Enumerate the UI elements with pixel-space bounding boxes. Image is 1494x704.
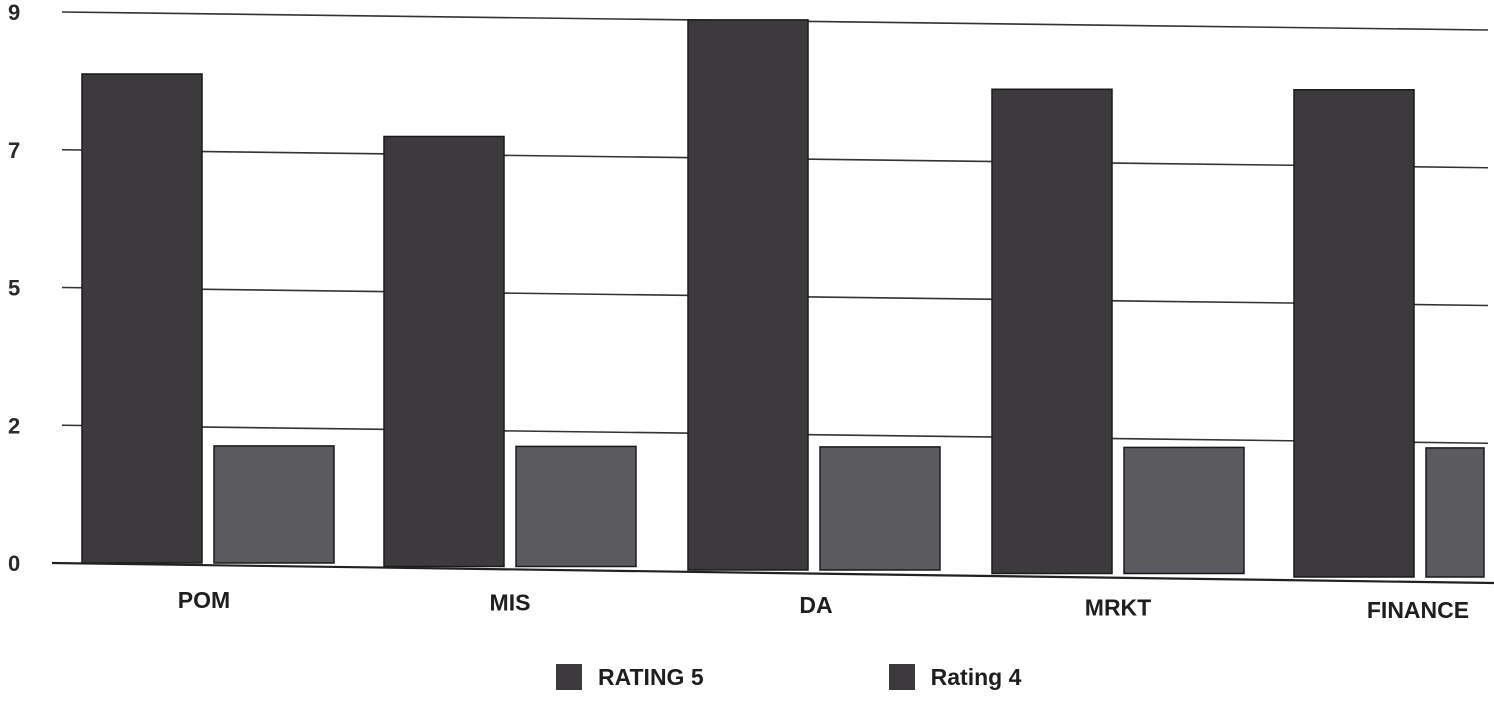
x-axis-line — [51, 561, 1494, 585]
bar-rating-4-da — [819, 446, 941, 571]
y-tick-label-9: 9 — [8, 0, 20, 25]
bar-rating-5-da — [687, 19, 809, 571]
legend-label-rating-5: RATING 5 — [598, 663, 704, 690]
y-tick-label-5: 5 — [8, 276, 20, 301]
category-label-mrkt: MRKT — [1085, 595, 1151, 621]
bar-rating-4-mrkt — [1123, 446, 1245, 575]
category-label-da: DA — [799, 592, 832, 618]
bar-rating-5-mis — [383, 135, 505, 568]
legend-swatch-rating-4 — [888, 664, 915, 690]
legend-item-rating-4: Rating 4 — [888, 663, 1022, 691]
x-axis — [51, 561, 1494, 585]
bar-rating-4-mis — [515, 445, 637, 568]
category-label-mis: MIS — [490, 590, 531, 616]
category-labels: POM MIS DA MRKT FINANCE — [178, 587, 1469, 623]
y-tick-label-2: 2 — [8, 413, 20, 438]
y-tick-label-7: 7 — [8, 138, 20, 163]
bar-rating-5-mrkt — [991, 88, 1113, 575]
bar-rating-4-finance — [1425, 447, 1485, 578]
bar-rating-4-pom — [213, 445, 335, 564]
legend-item-rating-5: RATING 5 — [556, 664, 704, 691]
y-tick-label-0: 0 — [8, 551, 20, 576]
bar-rating-5-pom — [81, 73, 203, 564]
legend: RATING 5 Rating 4 — [556, 660, 1021, 694]
legend-label-rating-4: Rating 4 — [930, 663, 1022, 690]
bar-rating-5-finance — [1293, 89, 1415, 578]
category-label-finance: FINANCE — [1367, 597, 1469, 623]
bars — [81, 19, 1485, 578]
legend-swatch-rating-5 — [556, 664, 582, 690]
category-label-pom: POM — [178, 587, 230, 613]
y-tick-labels: 0 2 5 7 9 — [8, 0, 20, 576]
